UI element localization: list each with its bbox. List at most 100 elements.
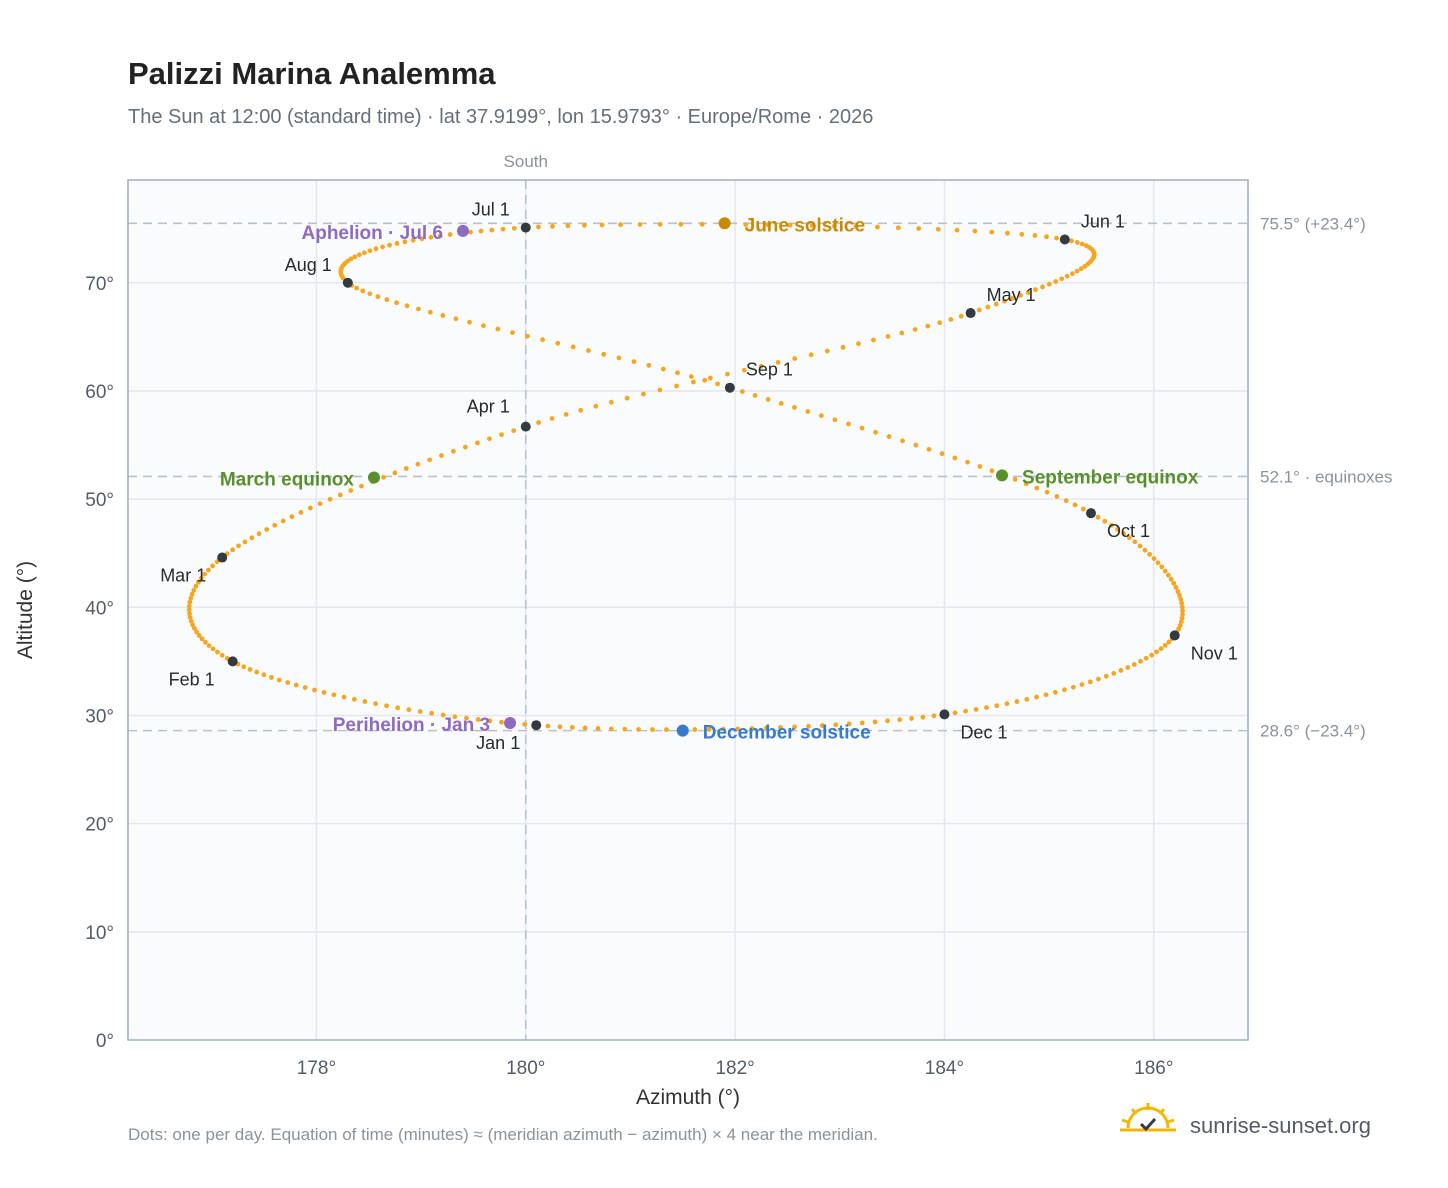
daily-dot [381,474,386,480]
y-axis-title: Altitude (°) [14,561,37,659]
daily-dot [778,725,783,730]
daily-dot [674,383,679,389]
daily-dot [1159,564,1165,570]
daily-dot [219,652,225,658]
y-tick-label: 50° [85,490,114,511]
daily-dot [792,405,797,410]
daily-dot [475,717,481,722]
brand-name: sunrise-sunset.org [1190,1113,1371,1138]
daily-dots [186,221,1185,733]
daily-dot [593,403,599,409]
daily-dot [637,222,643,227]
daily-dot [522,721,528,727]
daily-dot [912,327,918,332]
daily-dot [384,703,389,709]
daily-dot [1162,568,1168,574]
daily-dot [952,710,958,716]
daily-dot [699,221,705,227]
daily-dot [406,707,412,713]
daily-dot [362,699,368,704]
daily-dot [985,304,991,310]
plot-area [128,180,1248,1040]
daily-dot [440,313,446,318]
daily-dot [1074,240,1080,245]
daily-dot [500,226,506,232]
daily-dot [1059,276,1065,282]
daily-dot [886,434,892,439]
daily-dot [1125,665,1131,670]
daily-dot [1054,494,1060,499]
daily-dot [194,629,200,635]
daily-dot [994,703,1000,709]
y-tick-label: 10° [85,923,114,944]
daily-dot [191,587,197,593]
daily-dot [395,705,401,711]
daily-dot [900,438,905,444]
daily-dot [1040,284,1045,290]
daily-dot [741,367,747,373]
daily-dot [1103,673,1109,679]
daily-dot [954,227,960,233]
daily-dot [236,543,241,549]
daily-dot [373,246,379,252]
daily-dot [948,317,954,322]
month-label: Jul 1 [472,200,510,220]
daily-dot [276,677,282,683]
daily-dot [1024,696,1030,702]
daily-dot [210,646,216,652]
daily-dot [428,234,434,240]
brand-logo: sunrise-sunset.org [1120,1103,1371,1138]
y-tick-label: 30° [85,706,114,727]
daily-dot [1138,658,1143,664]
daily-dot [289,514,295,520]
daily-dot [188,618,194,624]
month-label: Sep 1 [746,360,793,380]
daily-dot [616,355,622,361]
daily-dot [557,724,563,730]
daily-dot [254,669,260,675]
x-tick-label: 186° [1134,1058,1173,1079]
event-marker [367,471,380,484]
daily-dot [474,440,480,446]
daily-dot [536,224,541,230]
event-label: Aphelion · Jul 6 [302,223,443,244]
daily-dot [715,381,720,387]
daily-dot [437,233,443,239]
daily-dot [206,567,211,573]
daily-dot [215,649,220,655]
daily-dot [1010,295,1016,301]
daily-dot [1151,556,1157,561]
daily-dot [499,719,504,725]
daily-dot [1179,600,1185,606]
daily-dot [511,428,517,434]
daily-dot [464,715,469,721]
daily-dot [931,713,937,719]
daily-dot [1108,522,1114,528]
event-label: March equinox [220,469,355,490]
daily-dot [1165,572,1171,578]
daily-dot [608,399,614,405]
daily-dot [724,371,730,377]
daily-dot [973,707,979,712]
daily-dot [468,229,473,235]
daily-dot [187,611,192,617]
daily-dot [578,407,584,413]
daily-dot [198,575,204,581]
daily-dot [1053,279,1059,284]
daily-dot [984,705,989,711]
daily-dot [190,622,196,628]
daily-dot [595,726,601,731]
daily-dot [1087,679,1093,685]
daily-dot [410,237,416,243]
daily-dot [909,716,914,721]
daily-dot [394,241,400,246]
daily-dot [298,509,304,515]
daily-dot [489,227,495,233]
daily-dot [778,401,784,406]
reference-line-label: 75.5° (+23.4°) [1260,214,1366,233]
daily-dot [447,232,453,237]
daily-dot [706,727,712,732]
daily-dot [337,492,343,498]
daily-dot [540,337,545,343]
daily-dot [569,724,575,730]
